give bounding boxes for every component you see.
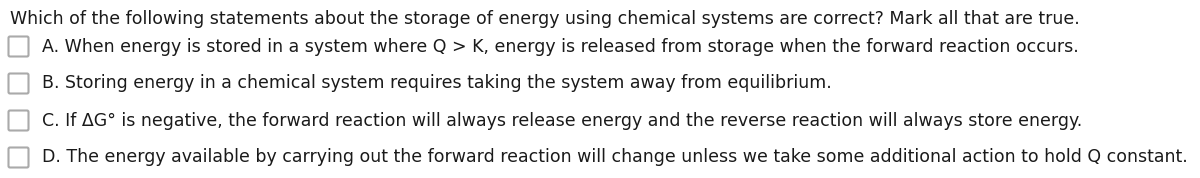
Text: B. Storing energy in a chemical system requires taking the system away from equi: B. Storing energy in a chemical system r… — [42, 75, 832, 93]
FancyBboxPatch shape — [8, 148, 29, 167]
Text: D. The energy available by carrying out the forward reaction will change unless : D. The energy available by carrying out … — [42, 148, 1188, 166]
FancyBboxPatch shape — [8, 74, 29, 93]
Text: C. If ΔG° is negative, the forward reaction will always release energy and the r: C. If ΔG° is negative, the forward react… — [42, 111, 1082, 130]
Text: A. When energy is stored in a system where Q > K, energy is released from storag: A. When energy is stored in a system whe… — [42, 38, 1079, 56]
FancyBboxPatch shape — [8, 36, 29, 56]
FancyBboxPatch shape — [8, 111, 29, 130]
Text: Which of the following statements about the storage of energy using chemical sys: Which of the following statements about … — [10, 10, 1080, 28]
